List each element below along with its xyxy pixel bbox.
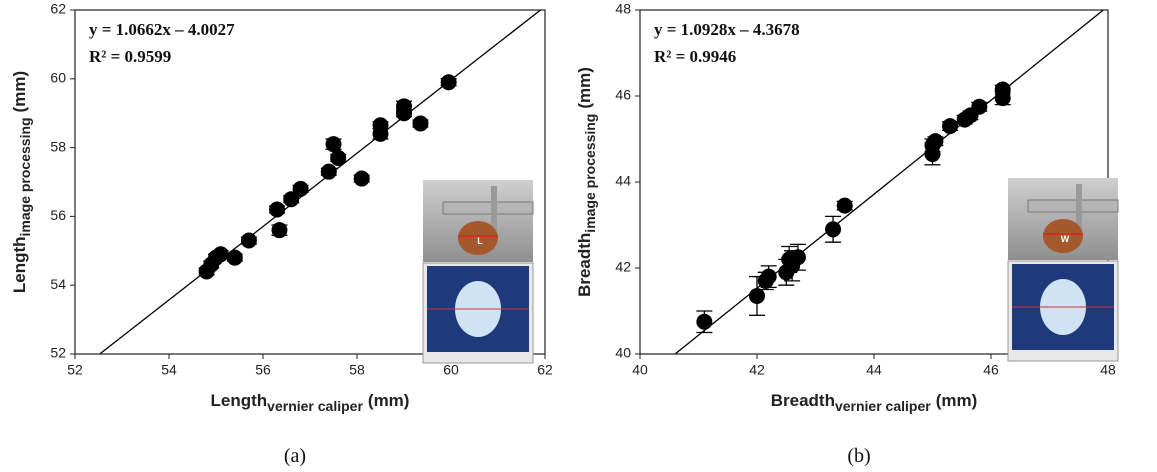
y-tick-label: 56 — [50, 207, 66, 223]
inset: W — [1007, 178, 1119, 362]
panel: 40 42 44 46 48 40 42 44 46 48 y = 1.0928x – 4.3678… — [575, 1, 1119, 467]
y-tick-label: 52 — [50, 345, 66, 361]
point — [226, 249, 243, 266]
point — [396, 98, 412, 115]
point — [749, 287, 765, 304]
point — [271, 222, 288, 239]
point — [836, 197, 853, 214]
inset-label: L — [477, 236, 483, 246]
x-axis-title-main: Breadth — [771, 391, 835, 410]
caliper-jaw — [491, 186, 497, 246]
y-axis-title-sub: image processing — [582, 114, 598, 233]
plot-frame — [74, 9, 546, 355]
point — [330, 149, 347, 166]
caliper — [1027, 199, 1119, 213]
point — [440, 74, 457, 91]
egg — [458, 221, 498, 255]
x-axis-title-main: Length — [211, 391, 268, 410]
point — [212, 246, 229, 263]
y-tick-label: 44 — [615, 173, 631, 189]
point — [320, 163, 337, 180]
fit-equation: y = 1.0928x – 4.3678 — [654, 20, 800, 39]
y-tick-label: 42 — [615, 259, 631, 275]
x-tick-label: 42 — [749, 362, 765, 378]
y-tick-label: 60 — [50, 70, 66, 86]
x-tick-label: 56 — [255, 362, 271, 378]
fit-equation: y = 1.0662x – 4.0027 — [89, 20, 235, 39]
fit-line — [98, 10, 542, 354]
panel-caption: (a) — [284, 445, 306, 467]
x-axis-title: Breadthvernier caliper (mm) — [771, 391, 978, 414]
fit-r2: R² = 0.9946 — [654, 47, 736, 66]
point — [240, 232, 257, 249]
x-tick-label: 62 — [537, 362, 553, 378]
y-tick-label: 62 — [50, 1, 66, 17]
point — [325, 136, 342, 153]
x-tick-label: 48 — [1100, 362, 1116, 378]
point — [789, 249, 806, 266]
point — [412, 115, 429, 132]
point — [292, 180, 309, 197]
y-tick-label: 46 — [615, 87, 631, 103]
y-tick-label: 54 — [50, 276, 66, 292]
y-axis-title-main: Breadth — [575, 233, 594, 297]
inset-label: W — [1061, 234, 1070, 244]
panel-caption: (b) — [847, 445, 870, 467]
point — [353, 170, 370, 187]
y-axis-title-main: Length — [10, 236, 29, 293]
point — [696, 313, 713, 330]
point — [927, 133, 944, 150]
y-axis-title: Breadthimage processing (mm) — [575, 67, 598, 297]
inset: L — [422, 180, 534, 364]
x-tick-label: 52 — [67, 362, 83, 378]
x-tick-label: 40 — [632, 362, 648, 378]
fit-r2: R² = 0.9599 — [89, 47, 171, 66]
egg — [1043, 219, 1083, 253]
y-axis-title-unit: (mm) — [575, 67, 594, 109]
y-axis-title-unit: (mm) — [10, 71, 29, 113]
y-tick-label: 40 — [615, 345, 631, 361]
x-axis-title-unit: (mm) — [936, 391, 978, 410]
x-axis-title-sub: vernier caliper — [267, 398, 363, 414]
x-tick-label: 60 — [443, 362, 459, 378]
x-tick-label: 58 — [349, 362, 365, 378]
point — [994, 81, 1011, 98]
point — [942, 118, 959, 135]
panel: 52 54 56 58 60 62 52 54 56 58 60 62 y = 1.0662x – 4.… — [10, 1, 553, 467]
caliper — [442, 201, 534, 215]
x-tick-label: 54 — [161, 362, 177, 378]
point — [372, 117, 389, 134]
point — [283, 191, 300, 208]
caliper-jaw — [1076, 184, 1082, 244]
point — [971, 98, 988, 115]
point — [269, 201, 286, 218]
x-tick-label: 46 — [983, 362, 999, 378]
x-axis-title-sub: vernier caliper — [835, 398, 931, 414]
y-tick-label: 58 — [50, 138, 66, 154]
y-tick-label: 48 — [615, 1, 631, 17]
y-axis-title-sub: image processing — [17, 117, 33, 236]
point — [760, 268, 777, 285]
x-axis-title-unit: (mm) — [368, 391, 410, 410]
x-axis-title: Lengthvernier caliper (mm) — [211, 391, 410, 414]
x-tick-label: 44 — [866, 362, 882, 378]
y-axis-title: Lengthimage processing (mm) — [10, 71, 33, 293]
fit-line — [674, 10, 1105, 354]
point — [825, 221, 842, 238]
